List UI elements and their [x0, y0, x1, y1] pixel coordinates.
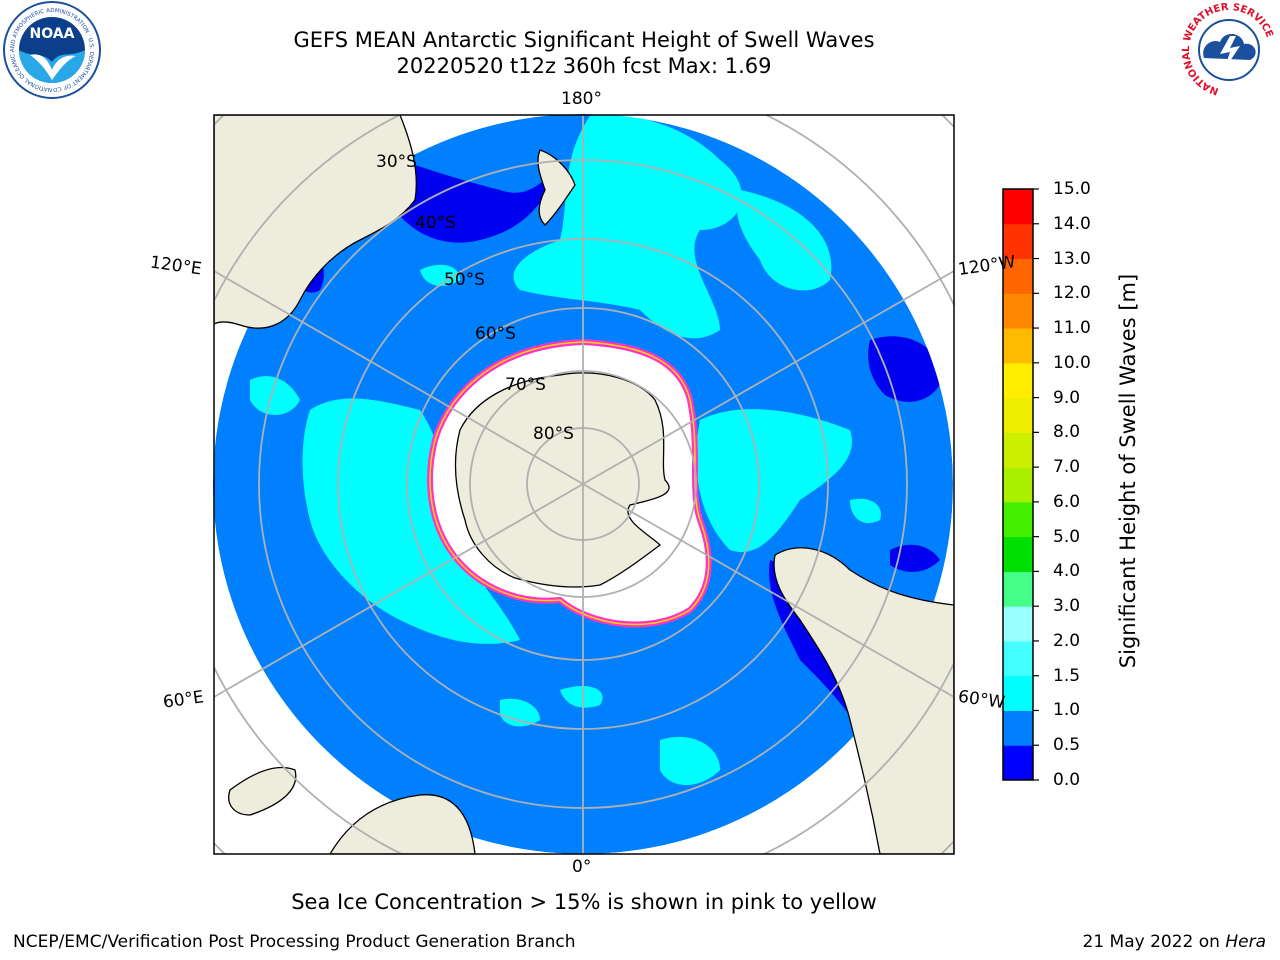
colorbar-tick-label: 1.0: [1053, 700, 1081, 721]
sea-ice-caption: Sea Ice Concentration > 15% is shown in …: [291, 890, 877, 914]
colorbar-tick-label: 4.0: [1053, 561, 1081, 582]
madagascar: [228, 766, 297, 816]
lat-label-30s: 30°S: [376, 152, 417, 172]
colorbar-tick-label: 8.0: [1053, 422, 1081, 443]
colorbar-tick-label: 6.0: [1053, 491, 1081, 512]
south-america: [773, 547, 954, 854]
colorbar-tick-label: 12.0: [1053, 283, 1091, 304]
colorbar-swatch: [1003, 293, 1033, 329]
colorbar-tick-label: 0.5: [1053, 735, 1081, 756]
colorbar-swatch: [1003, 501, 1033, 538]
nws-logo: NATIONAL WEATHER SERVICE: [1181, 2, 1277, 98]
lon-label-bottom: 0°: [572, 857, 592, 877]
colorbar-tick-label: 5.0: [1053, 526, 1081, 547]
footer-credit: NCEP/EMC/Verification Post Processing Pr…: [13, 932, 576, 952]
colorbar-swatch: [1003, 223, 1033, 260]
colorbar-tick-label: 11.0: [1053, 318, 1091, 339]
colorbar-swatch: [1003, 189, 1033, 225]
lon-label-top: 180°: [561, 89, 602, 109]
colorbar-tick-label: 14.0: [1053, 213, 1091, 234]
lat-label-80s: 80°S: [533, 424, 574, 444]
colorbar-tick-label: 3.0: [1053, 596, 1081, 617]
antarctica: [454, 372, 670, 588]
colorbar-swatch: [1003, 397, 1033, 433]
footer-host: Hera: [1225, 932, 1266, 952]
noaa-logo: NATIONAL OCEANIC AND ATMOSPHERIC ADMINIS…: [0, 0, 101, 99]
colorbar-swatch: [1003, 606, 1033, 642]
colorbar-swatch: [1003, 258, 1033, 294]
map-subtitle: 20220520 t12z 360h fcst Max: 1.69: [396, 54, 772, 78]
svg-text:NOAA: NOAA: [30, 26, 75, 42]
colorbar-swatch: [1003, 328, 1033, 364]
lat-label-40s: 40°S: [415, 213, 456, 233]
footer-date-text: 21 May 2022 on: [1082, 932, 1226, 952]
lat-label-50s: 50°S: [444, 270, 485, 290]
colorbar-swatch: [1003, 571, 1033, 607]
new-zealand: [537, 149, 576, 226]
colorbar-tick-label: 15.0: [1053, 179, 1091, 199]
colorbar-swatch: [1003, 710, 1033, 746]
colorbar-tick-label: 13.0: [1053, 248, 1091, 269]
land: [214, 115, 954, 854]
colorbar-label: Significant Height of Swell Waves [m]: [1116, 273, 1140, 669]
colorbar-tick-label: 2.0: [1053, 630, 1081, 651]
colorbar-swatch: [1003, 467, 1033, 503]
colorbar-swatch: [1003, 362, 1033, 399]
lat-label-70s: 70°S: [505, 375, 546, 395]
graticule: [214, 115, 954, 854]
colorbar-tick-label: 0.0: [1053, 770, 1081, 790]
colorbar-swatch: [1003, 640, 1033, 677]
australia: [214, 115, 417, 329]
colorbar-swatch: [1003, 745, 1033, 781]
colorbar: [1003, 189, 1033, 781]
footer-date: 21 May 2022 on Hera: [1083, 932, 1267, 952]
colorbar-tick-label: 7.0: [1053, 457, 1081, 478]
colorbar-swatch: [1003, 432, 1033, 468]
colorbar-tick-label: 9.0: [1053, 387, 1081, 408]
colorbar-tick-label: 10.0: [1053, 352, 1091, 373]
colorbar-tick-label: 1.5: [1053, 665, 1081, 686]
colorbar-swatch: [1003, 536, 1033, 572]
colorbar-swatch: [1003, 675, 1033, 711]
map-title: GEFS MEAN Antarctic Significant Height o…: [293, 28, 875, 52]
lat-label-60s: 60°S: [475, 324, 516, 344]
